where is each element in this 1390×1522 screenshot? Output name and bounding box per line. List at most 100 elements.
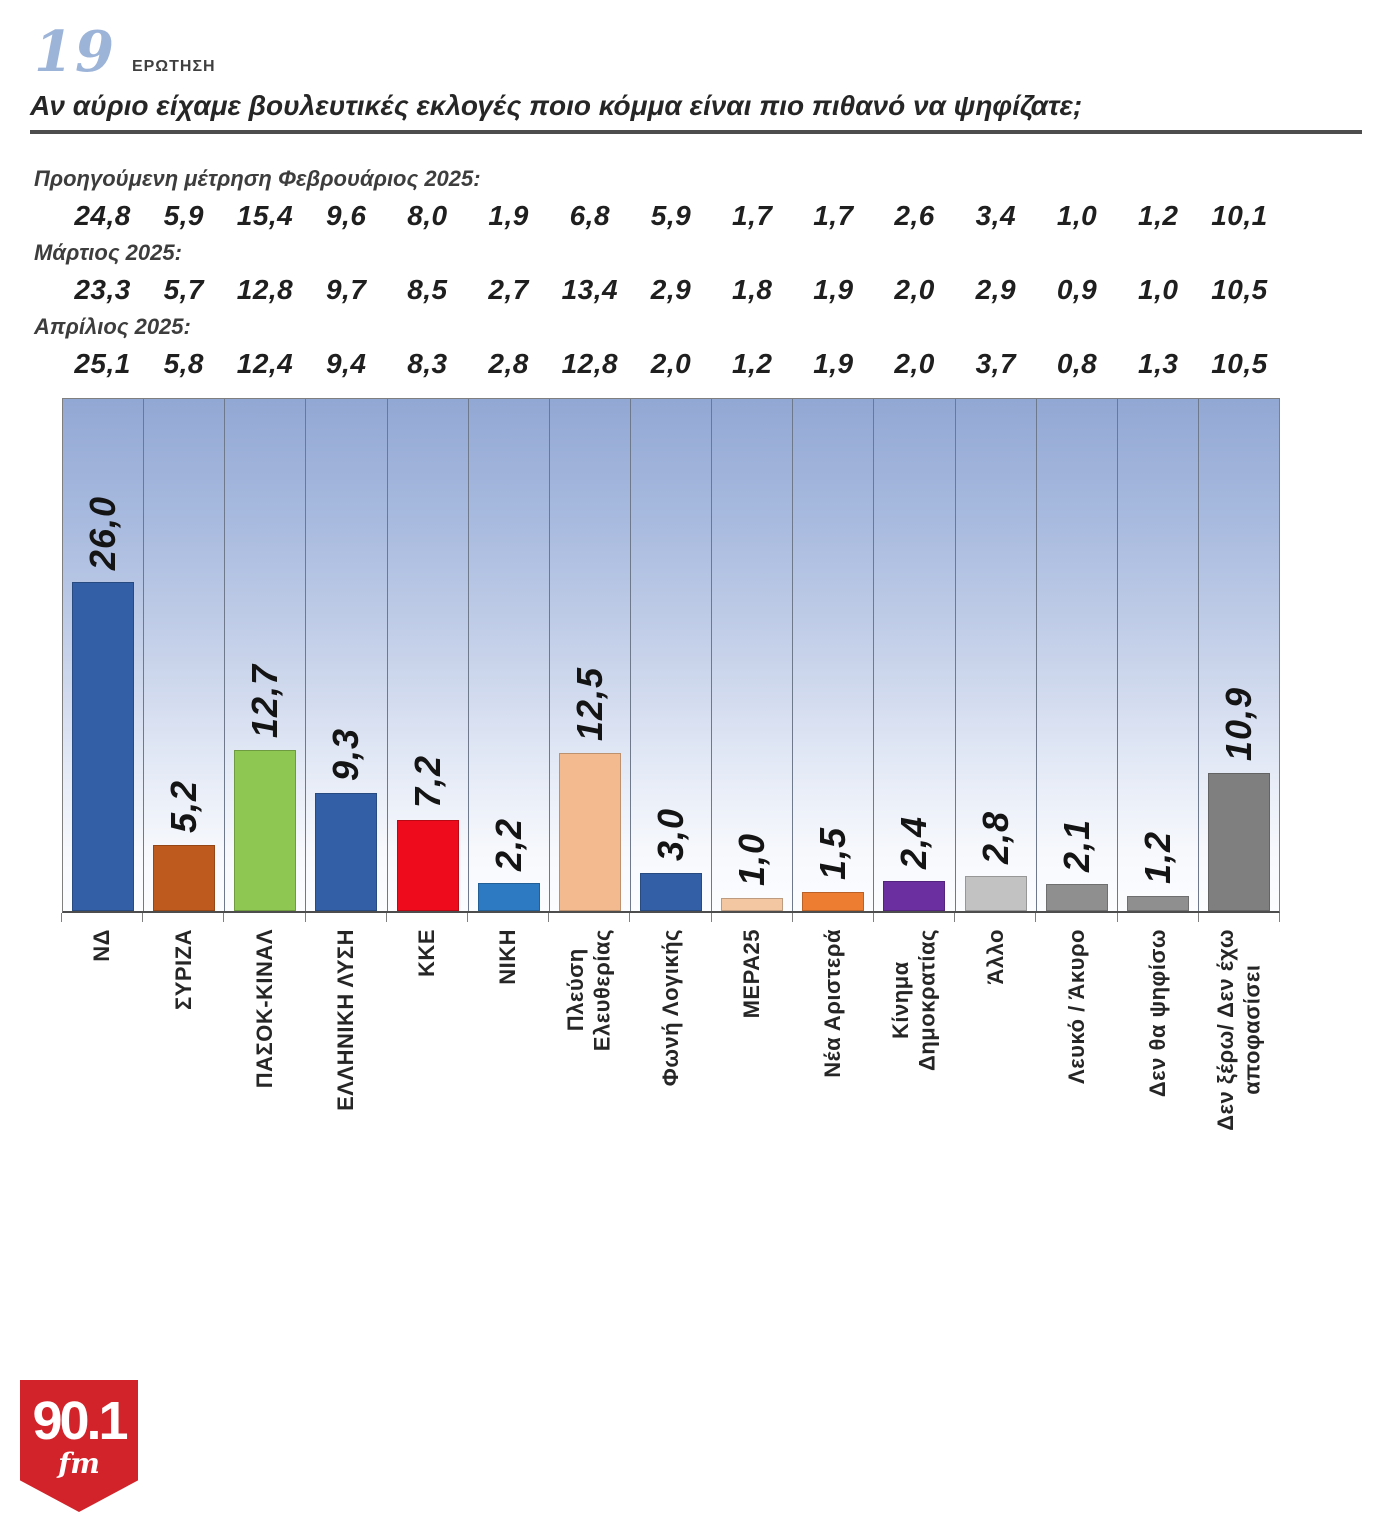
measurement-value: 12,8 (236, 274, 294, 305)
bar (396, 820, 459, 911)
header: 19 ΕΡΩΤΗΣΗ (34, 24, 1390, 80)
measurement-value: 1,9 (813, 274, 854, 305)
measurement-value: 2,0 (894, 348, 935, 379)
bar-chart: 26,0 5,2 12,7 9,3 7,2 2,2 12,5 3,0 1,0 1,5 2,4 2,8 2… (60, 398, 1281, 1205)
chart-column: 2,4 (874, 399, 956, 911)
chart-column: 10,9 (1199, 399, 1279, 911)
chart-column: 2,8 (956, 399, 1037, 911)
measurement-values-row: 23,3 5,7 12,8 9,7 8,5 2,7 13,4 2,9 1,8 1,9 2,0 2,9 0… (62, 270, 1280, 310)
measurement-value: 9,6 (325, 200, 367, 231)
measurement-value: 0,8 (1056, 348, 1098, 379)
measurement-values-row: 24,8 5,9 15,4 9,6 8,0 1,9 6,8 5,9 1,7 1,7 2,6 3,4 1,… (62, 196, 1280, 236)
chart-column: 1,0 (712, 399, 794, 911)
x-label-cell: ΝΔ (60, 913, 143, 1205)
chart-column: 1,5 (793, 399, 875, 911)
bar (721, 898, 784, 911)
previous-measurements: Προηγούμενη μέτρηση Φεβρουάριος 2025: 24,… (0, 162, 1390, 384)
measurement-value: 9,7 (325, 274, 367, 305)
measurement-value: 10,1 (1211, 200, 1268, 231)
measurement-value: 1,8 (732, 274, 773, 305)
measurement-value: 15,4 (236, 200, 294, 231)
x-axis-label: ΠΑΣΟΚ-ΚΙΝΑΛ (251, 929, 277, 1089)
measurement-values-row: 25,1 5,8 12,4 9,4 8,3 2,8 12,8 2,0 1,2 1,9 2,0 3,7 0… (62, 344, 1280, 384)
chart-plot: 26,0 5,2 12,7 9,3 7,2 2,2 12,5 3,0 1,0 1,5 2,4 2,8 2… (62, 398, 1280, 913)
chart-column: 26,0 (63, 399, 145, 911)
x-label-cell: ΝΙΚΗ (467, 913, 549, 1205)
measurement-value: 5,7 (163, 274, 205, 305)
measurement-value: 2,0 (650, 348, 692, 379)
bar (72, 582, 135, 911)
measurement-value: 5,8 (163, 348, 205, 379)
x-label-cell: Δεν ξέρω/ Δεν έχω αποφασίσει (1197, 913, 1281, 1205)
x-label-cell: Κίνημα Δημοκρατίας (873, 913, 955, 1205)
x-label-cell: ΜΕΡΑ25 (710, 913, 793, 1205)
x-axis-label: Δεν θα ψηφίσω (1145, 929, 1171, 1098)
logo-shield: 90.1 fm (20, 1380, 138, 1512)
question-number: 19 (34, 19, 116, 85)
measurement-value: 23,3 (74, 274, 131, 305)
x-axis-label: ΣΥΡΙΖΑ (170, 929, 196, 1010)
bar-value-label: 2,8 (974, 810, 1016, 864)
measurement-value: 2,6 (894, 200, 935, 231)
chart-column: 12,7 (225, 399, 307, 911)
measurement-label: Απρίλιος 2025: (34, 314, 191, 339)
x-axis-label: ΕΛΛΗΝΙΚΗ ΛΥΣΗ (333, 929, 359, 1111)
measurement-value: 1,2 (1138, 200, 1179, 231)
x-axis-label: ΝΔ (89, 929, 115, 962)
x-axis-label: ΚΚΕ (414, 929, 440, 977)
question-number-label: ΕΡΩΤΗΣΗ (131, 58, 216, 75)
poll-slide: 19 ΕΡΩΤΗΣΗ Αν αύριο είχαμε βουλευτικές ε… (0, 24, 1390, 1512)
bar-value-label: 1,5 (812, 826, 854, 880)
measurement-value: 5,9 (163, 200, 205, 231)
chart-column: 12,5 (550, 399, 631, 911)
x-axis-label: Νέα Αριστερά (820, 929, 846, 1078)
station-logo: 90.1 fm (20, 1380, 138, 1512)
x-label-cell: Δεν θα ψηφίσω (1116, 913, 1199, 1205)
measurement-value: 1,2 (732, 348, 773, 379)
bar (477, 883, 540, 911)
x-label-cell: Πλεύση Ελευθερίας (548, 913, 630, 1205)
measurement-value: 8,0 (407, 200, 448, 231)
measurement-value: 25,1 (74, 348, 131, 379)
bar (964, 876, 1027, 911)
bar-value-label: 7,2 (406, 754, 448, 808)
bar (802, 892, 865, 911)
measurement-value: 9,4 (325, 348, 367, 379)
chart-x-labels: ΝΔ ΣΥΡΙΖΑ ΠΑΣΟΚ-ΚΙΝΑΛ ΕΛΛΗΝΙΚΗ ΛΥΣΗ ΚΚΕ ΝΙΚΗ Π… (60, 913, 1281, 1205)
x-label-cell: Φωνή Λογικής (629, 913, 711, 1205)
bar-value-label: 26,0 (82, 495, 124, 570)
measurement-value: 8,3 (407, 348, 448, 379)
measurement-value: 12,8 (561, 348, 619, 379)
bar (1126, 896, 1189, 911)
x-label-cell: ΣΥΡΙΖΑ (142, 913, 224, 1205)
measurement-value: 1,0 (1056, 200, 1098, 231)
x-label-cell: ΕΛΛΗΝΙΚΗ ΛΥΣΗ (304, 913, 387, 1205)
question-text: Αν αύριο είχαμε βουλευτικές εκλογές ποιο… (30, 90, 1083, 121)
measurement-value: 2,9 (650, 274, 692, 305)
chart-column: 3,0 (631, 399, 713, 911)
measurement-value: 2,9 (975, 274, 1017, 305)
measurement-value: 12,4 (236, 348, 294, 379)
chart-column: 9,3 (306, 399, 388, 911)
measurement-value: 2,7 (488, 274, 529, 305)
bar-value-label: 5,2 (163, 779, 205, 833)
bar (883, 881, 946, 911)
measurement-value: 0,9 (1056, 274, 1098, 305)
measurement-value: 3,4 (975, 200, 1017, 231)
chart-column: 7,2 (388, 399, 469, 911)
x-axis-label: Δεν ξέρω/ Δεν έχω αποφασίσει (1213, 929, 1265, 1131)
measurement-value: 5,9 (650, 200, 692, 231)
chart-column: 2,2 (469, 399, 550, 911)
measurement-value: 2,8 (488, 348, 529, 379)
measurement-value: 1,3 (1138, 348, 1179, 379)
x-label-cell: ΚΚΕ (385, 913, 468, 1205)
bar (234, 750, 297, 911)
chart-column: 2,1 (1037, 399, 1118, 911)
measurement-value: 13,4 (561, 274, 619, 305)
measurement-value: 24,8 (74, 200, 131, 231)
logo-station-number: 90.1 (32, 1391, 128, 1451)
measurement-value: 1,9 (488, 200, 529, 231)
x-axis-label: Λευκό / Άκυρο (1063, 929, 1089, 1084)
x-label-cell: Άλλο (954, 913, 1036, 1205)
x-label-cell: Λευκό / Άκυρο (1035, 913, 1117, 1205)
